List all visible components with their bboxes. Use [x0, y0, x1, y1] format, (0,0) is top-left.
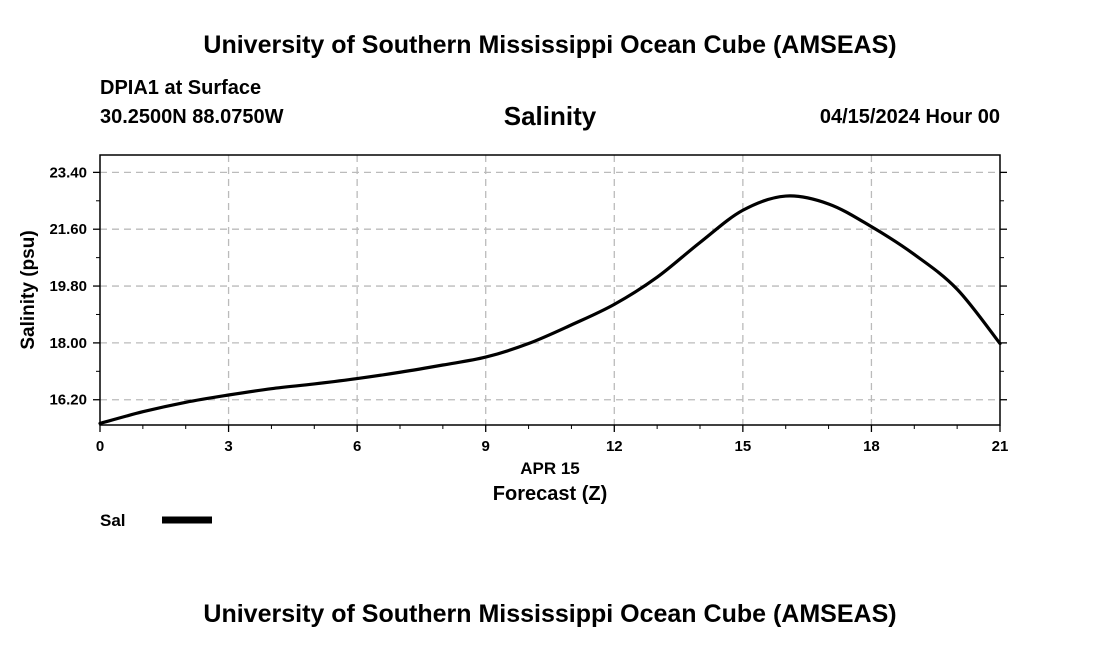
y-tick-label: 18.00 [49, 335, 87, 352]
x-tick-label: 0 [96, 438, 104, 455]
station-coords: 30.2500N 88.0750W [100, 106, 284, 128]
y-tick-label: 16.20 [49, 392, 87, 409]
y-axis-label: Salinity (psu) [18, 230, 39, 349]
series-line-sal [98, 194, 1002, 426]
page-title: University of Southern Mississippi Ocean… [203, 31, 897, 59]
plot-frame [99, 154, 1001, 426]
x-axis-label: Forecast (Z) [493, 483, 607, 505]
footer-title: University of Southern Mississippi Ocean… [203, 600, 897, 628]
axis-ticks: 0 3 6 9 12 15 18 21 16.20 18.00 19.80 21.60 23.40 [49, 164, 1008, 455]
y-tick-label: 19.80 [49, 278, 87, 295]
x-tick-label: 12 [606, 438, 623, 455]
y-tick-label: 21.60 [49, 221, 87, 238]
x-tick-label: 6 [353, 438, 361, 455]
x-date-label: APR 15 [520, 459, 580, 478]
station-label: DPIA1 at Surface [100, 77, 262, 99]
x-tick-label: 3 [224, 438, 232, 455]
x-tick-label: 9 [482, 438, 490, 455]
x-tick-label: 21 [992, 438, 1009, 455]
x-tick-label: 15 [735, 438, 752, 455]
y-tick-label: 23.40 [49, 164, 87, 181]
chart-title: Salinity [503, 101, 597, 131]
legend-label: Sal [100, 511, 126, 530]
forecast-datetime: 04/15/2024 Hour 00 [819, 106, 1000, 128]
grid-lines [100, 155, 1000, 425]
x-tick-label: 18 [863, 438, 880, 455]
